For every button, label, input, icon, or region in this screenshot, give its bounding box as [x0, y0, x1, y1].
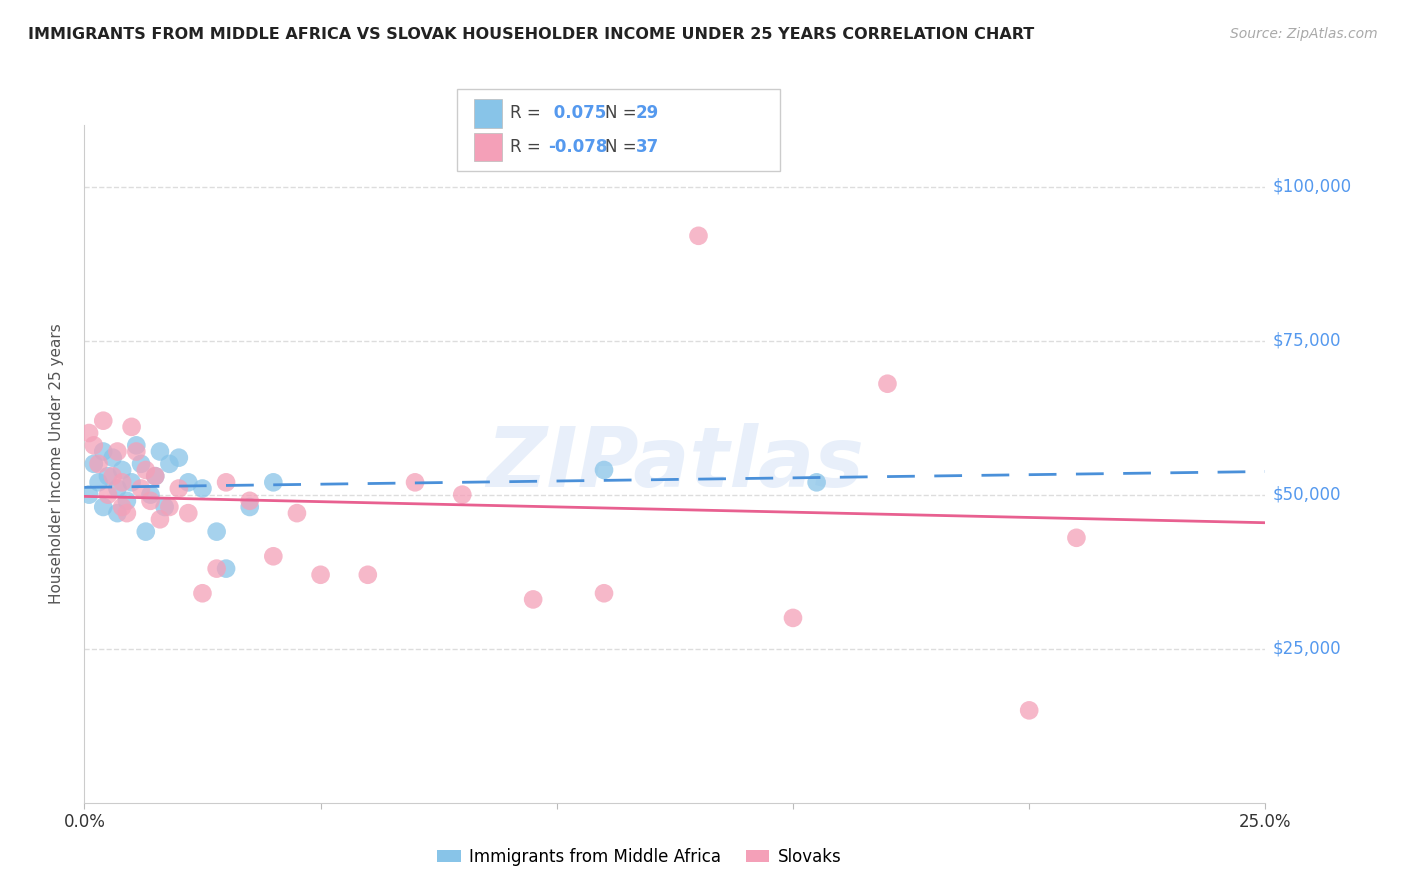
Text: 37: 37 — [636, 138, 659, 156]
Point — [1018, 703, 1040, 717]
Point — [191, 482, 214, 496]
Point — [97, 488, 120, 502]
Point — [111, 500, 134, 514]
Point — [97, 469, 120, 483]
Point — [191, 586, 214, 600]
Point — [177, 475, 200, 490]
Point — [107, 482, 129, 496]
Point — [135, 463, 157, 477]
Point — [121, 420, 143, 434]
Point — [167, 482, 190, 496]
Point — [593, 586, 616, 600]
Point — [125, 438, 148, 452]
Point — [153, 500, 176, 514]
Point — [522, 592, 544, 607]
Point — [129, 457, 152, 471]
Point — [177, 506, 200, 520]
Point — [239, 500, 262, 514]
Point — [107, 444, 129, 458]
Point — [77, 425, 100, 440]
Point — [77, 488, 100, 502]
Point — [139, 493, 162, 508]
Point — [111, 463, 134, 477]
Point — [451, 488, 474, 502]
Text: IMMIGRANTS FROM MIDDLE AFRICA VS SLOVAK HOUSEHOLDER INCOME UNDER 25 YEARS CORREL: IMMIGRANTS FROM MIDDLE AFRICA VS SLOVAK … — [28, 27, 1035, 42]
Point — [157, 500, 180, 514]
Point — [262, 549, 284, 564]
Text: -0.078: -0.078 — [548, 138, 607, 156]
Point — [215, 561, 238, 575]
Text: 29: 29 — [636, 104, 659, 122]
Point — [285, 506, 308, 520]
Point — [404, 475, 426, 490]
Point — [111, 475, 134, 490]
Point — [157, 457, 180, 471]
Legend: Immigrants from Middle Africa, Slovaks: Immigrants from Middle Africa, Slovaks — [430, 841, 848, 872]
Point — [107, 506, 129, 520]
Point — [167, 450, 190, 465]
Point — [101, 469, 124, 483]
Text: $100,000: $100,000 — [1272, 178, 1351, 195]
Y-axis label: Householder Income Under 25 years: Householder Income Under 25 years — [49, 324, 63, 604]
Point — [91, 414, 114, 428]
Point — [205, 524, 228, 539]
Point — [149, 512, 172, 526]
Point — [215, 475, 238, 490]
Text: R =: R = — [510, 138, 541, 156]
Point — [87, 457, 110, 471]
Text: $75,000: $75,000 — [1272, 332, 1341, 350]
Point — [129, 482, 152, 496]
Point — [139, 488, 162, 502]
Point — [83, 438, 105, 452]
Point — [205, 561, 228, 575]
Point — [115, 493, 138, 508]
Point — [262, 475, 284, 490]
Text: $50,000: $50,000 — [1272, 485, 1341, 504]
Point — [83, 457, 105, 471]
Point — [1066, 531, 1088, 545]
Text: ZIPatlas: ZIPatlas — [486, 424, 863, 504]
Point — [143, 469, 166, 483]
Point — [782, 611, 804, 625]
Text: 0.075: 0.075 — [548, 104, 606, 122]
Point — [357, 567, 380, 582]
Point — [87, 475, 110, 490]
Point — [876, 376, 898, 391]
Point — [806, 475, 828, 490]
Text: N =: N = — [605, 104, 636, 122]
Point — [239, 493, 262, 508]
Point — [143, 469, 166, 483]
Point — [115, 506, 138, 520]
Point — [91, 444, 114, 458]
Point — [149, 444, 172, 458]
Point — [101, 450, 124, 465]
Text: R =: R = — [510, 104, 541, 122]
Text: N =: N = — [605, 138, 636, 156]
Text: $25,000: $25,000 — [1272, 640, 1341, 657]
Point — [593, 463, 616, 477]
Point — [121, 475, 143, 490]
Point — [91, 500, 114, 514]
Point — [688, 228, 710, 243]
Point — [135, 524, 157, 539]
Text: Source: ZipAtlas.com: Source: ZipAtlas.com — [1230, 27, 1378, 41]
Point — [309, 567, 332, 582]
Point — [125, 444, 148, 458]
